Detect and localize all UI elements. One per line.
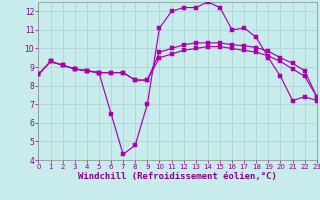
X-axis label: Windchill (Refroidissement éolien,°C): Windchill (Refroidissement éolien,°C) [78,172,277,181]
